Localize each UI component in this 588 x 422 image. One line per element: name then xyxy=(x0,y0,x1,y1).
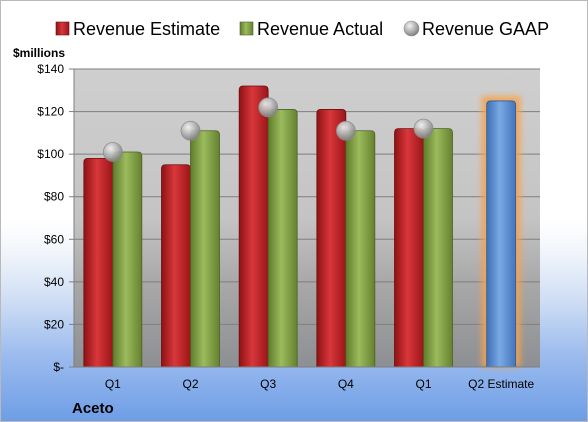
y-tick-label: $140 xyxy=(37,62,64,76)
revenue-actual-bar xyxy=(423,128,453,368)
gridlines xyxy=(74,68,540,368)
x-tick-label: Q1 xyxy=(105,377,121,391)
company-label: Aceto xyxy=(72,400,114,417)
y-tick-label: $80 xyxy=(44,190,64,204)
y-tick-label: $60 xyxy=(44,232,64,246)
revenue-actual-bar xyxy=(345,130,376,368)
revenue-gaap-marker xyxy=(258,97,279,118)
x-tick-label: Q2 xyxy=(182,377,198,391)
bars xyxy=(83,85,521,368)
x-tick-label: Q1 xyxy=(415,377,431,391)
legend-label: Revenue Actual xyxy=(257,19,383,39)
revenue-gaap-marker xyxy=(102,142,123,162)
legend-swatch xyxy=(239,21,254,36)
y-axis: $- $20 $40 $60 $80 $100 $120 $140 xyxy=(37,62,75,374)
unit-label: $millions xyxy=(13,46,65,60)
revenue-actual-bar xyxy=(112,151,143,368)
revenue-estimate-bar xyxy=(161,164,191,368)
revenue-actual-bar xyxy=(190,130,220,368)
revenue-estimate-bar xyxy=(83,158,114,368)
legend-label: Revenue Estimate xyxy=(73,19,220,39)
y-tick-label: $120 xyxy=(37,105,64,119)
x-tick-label: Q3 xyxy=(260,377,276,391)
revenue-gaap-marker xyxy=(180,120,201,141)
x-tick-label: Q4 xyxy=(338,377,354,391)
revenue-estimate-bar xyxy=(394,128,424,368)
legend-label: Revenue GAAP xyxy=(422,19,549,39)
x-axis: Q1 Q2 Q3 Q4 Q1 Q2 Estimate xyxy=(74,366,540,391)
legend-swatch xyxy=(403,20,420,37)
y-tick-label: $40 xyxy=(44,275,64,289)
gaap-markers xyxy=(102,97,434,162)
legend-swatch xyxy=(55,21,70,36)
q2-estimate-bar xyxy=(486,100,517,368)
revenue-gaap-marker xyxy=(335,120,356,141)
y-tick-label: $- xyxy=(53,360,64,374)
x-tick-label: Q2 Estimate xyxy=(468,377,534,391)
y-tick-label: $20 xyxy=(44,317,64,331)
plot-area xyxy=(74,69,540,367)
revenue-gaap-marker xyxy=(413,118,434,139)
revenue-estimate-bar xyxy=(238,85,269,368)
legend: Revenue Estimate Revenue Actual Revenue GA… xyxy=(55,19,549,39)
revenue-actual-bar xyxy=(267,109,298,368)
revenue-estimate-bar xyxy=(316,109,347,368)
y-tick-label: $100 xyxy=(37,147,64,161)
